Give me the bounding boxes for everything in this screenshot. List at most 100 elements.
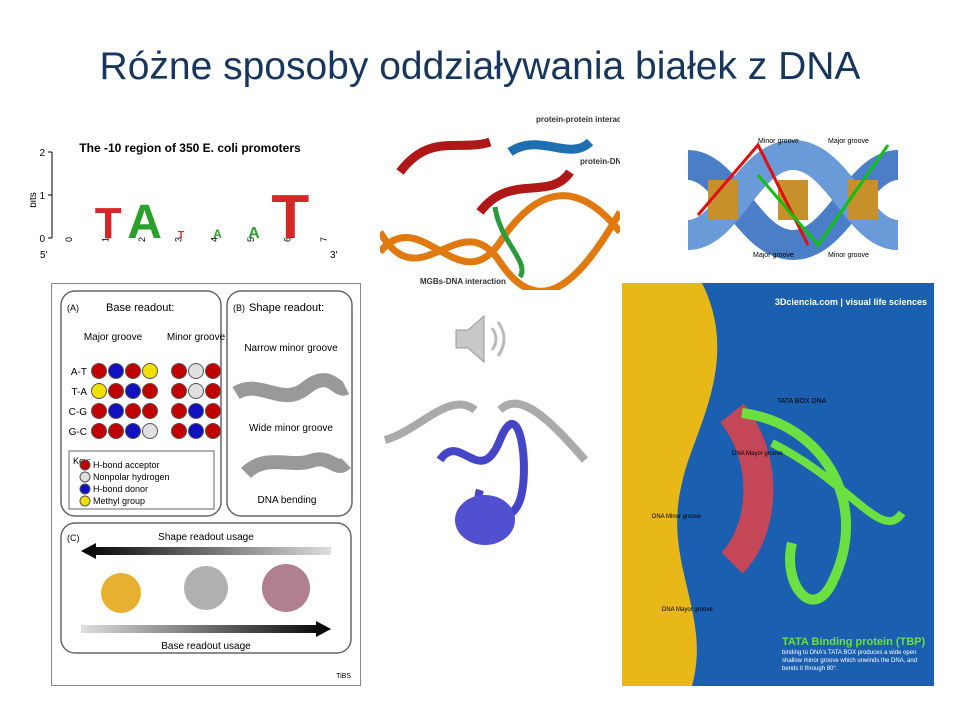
tbp-caption: binding to DNA's TATA BOX produces a wid… xyxy=(782,650,918,672)
heading: Base readout: xyxy=(106,302,175,314)
logo-end5: 5′ xyxy=(40,250,48,261)
tbp-label: DNA Minor groove xyxy=(652,514,702,520)
base-circle xyxy=(91,403,107,419)
dna-strand xyxy=(380,210,620,290)
logo-letter: A xyxy=(213,227,222,241)
row-label: G-C xyxy=(69,427,87,438)
slide-title: Różne sposoby oddziaływania białek z DNA xyxy=(99,45,861,88)
protein-domain xyxy=(455,495,515,545)
base-circle xyxy=(171,423,187,439)
brand: 3Dciencia.com | visual life sciences xyxy=(775,297,927,307)
row-label: A-T xyxy=(71,367,87,378)
x-tick-label: 2 xyxy=(137,237,147,242)
dna-strand xyxy=(380,192,620,266)
shape-label: Wide minor groove xyxy=(249,423,333,434)
base-circle xyxy=(142,403,158,419)
row-label: T-A xyxy=(71,387,87,398)
x-tick-label: 4 xyxy=(210,237,220,242)
row-label: C-G xyxy=(69,407,88,418)
base-circle xyxy=(108,363,124,379)
key-label: H-bond donor xyxy=(93,484,148,494)
tbp-label: DNA Mayor groove xyxy=(732,451,783,457)
interaction-label: protein-protein interaction xyxy=(536,115,620,124)
tbp-ribbon xyxy=(741,408,852,605)
tbp-ribbon xyxy=(770,439,906,525)
x-tick-label: 0 xyxy=(64,237,74,242)
logo-end3: 3′ xyxy=(330,250,338,261)
x-tick-label: 1 xyxy=(100,237,110,242)
base-circle xyxy=(91,383,107,399)
base-circle xyxy=(188,423,204,439)
column-label: Major groove xyxy=(84,332,143,343)
y-tick-label: 0 xyxy=(39,234,45,245)
x-tick-label: 5 xyxy=(246,237,256,242)
shape-arrow xyxy=(81,543,331,559)
heading: Shape readout: xyxy=(249,302,324,314)
interaction-figure: protein-protein interaction protein-DNA … xyxy=(380,112,620,290)
base-circle xyxy=(91,363,107,379)
dna-surface xyxy=(622,283,718,686)
base-circle xyxy=(125,383,141,399)
base-circle xyxy=(108,423,124,439)
interaction-label: protein-DNA interaction xyxy=(580,157,620,166)
arrow-label: Base readout usage xyxy=(161,641,251,652)
interaction-label: MGBs-DNA interaction xyxy=(420,277,506,286)
sound-waves xyxy=(490,321,506,357)
tbp-label: DNA Mayor groove xyxy=(662,607,713,613)
logo-letter: A xyxy=(248,225,260,242)
logo-letter: T xyxy=(178,230,184,241)
dna-shape xyxy=(241,452,351,479)
base-circle xyxy=(205,363,221,379)
y-tick-label: 2 xyxy=(39,148,45,159)
dna-shape xyxy=(232,373,350,403)
protein-image xyxy=(184,566,228,610)
key: H-bond acceptor Nonpolar hydrogen H-bond d… xyxy=(79,459,170,507)
base-circle xyxy=(125,423,141,439)
groove-figure: Minor groove Major groove Major groove M… xyxy=(688,138,898,261)
logo-letter: T xyxy=(271,183,309,252)
dna-ladder xyxy=(383,399,589,463)
protein-image xyxy=(262,564,310,612)
key-label: H-bond acceptor xyxy=(93,460,160,470)
base-circle xyxy=(108,383,124,399)
panel-label: (C) xyxy=(67,533,80,543)
key-label: Nonpolar hydrogen xyxy=(93,472,170,482)
base-circle xyxy=(142,363,158,379)
label-part: protein-protein interaction xyxy=(536,115,620,124)
dna-red xyxy=(719,403,774,574)
base-circle xyxy=(205,383,221,399)
protein-helix xyxy=(476,169,574,215)
base-circle xyxy=(125,363,141,379)
protein-helix xyxy=(396,137,492,175)
groove-line xyxy=(756,144,890,248)
shape-label: DNA bending xyxy=(258,495,317,506)
y-tick-label: 1 xyxy=(39,191,45,202)
base-arrow xyxy=(81,621,331,637)
logo-title: The -10 region of 350 E. coli promoters xyxy=(79,141,301,155)
base-circle xyxy=(188,403,204,419)
tbp-label: TATA BOX DNA xyxy=(777,398,827,405)
caption-box: binding to DNA's TATA BOX produces a wid… xyxy=(782,650,918,672)
tbp-figure: 3Dciencia.com | visual life sciences TAT… xyxy=(622,283,934,686)
mgb-arrow xyxy=(492,206,525,279)
speaker-icon[interactable] xyxy=(452,310,517,368)
x-tick-label: 7 xyxy=(319,237,329,242)
groove-label: Minor groove xyxy=(828,252,869,259)
sequence-logo: The -10 region of 350 E. coli promoters … xyxy=(30,141,338,261)
key-swatch xyxy=(79,471,91,483)
base-circle xyxy=(171,383,187,399)
protein-helix xyxy=(507,138,594,156)
readout-figure: (A) Base readout: Major groove Minor gro… xyxy=(51,283,361,686)
x-tick-label: 6 xyxy=(283,237,293,242)
x-tick-label: 3 xyxy=(173,237,183,242)
tbp-heading: TATA Binding protein (TBP) xyxy=(782,636,926,648)
speaker xyxy=(455,314,485,364)
readout-rows: A-T T-A C-G G-C xyxy=(69,363,221,439)
protein-figure xyxy=(383,399,589,545)
protein-image xyxy=(101,573,141,613)
base-circle xyxy=(142,423,158,439)
panel-label: (B) xyxy=(233,303,245,313)
base-circle xyxy=(171,363,187,379)
logo-letter: A xyxy=(127,196,162,249)
